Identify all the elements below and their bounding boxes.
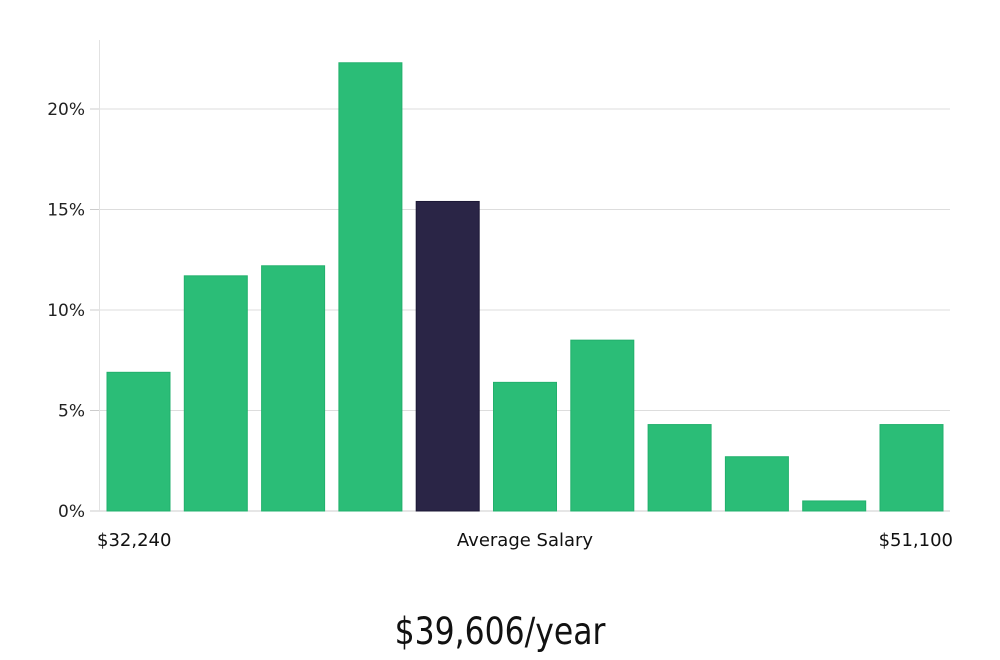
salary-histogram: 0% 5% 10% 15% 20%	[47, 40, 950, 522]
x-axis-label: Average Salary	[456, 530, 594, 551]
y-tick-label: 5%	[58, 402, 85, 422]
average-salary-value: $39,606/year	[394, 610, 606, 653]
y-tick-label: 20%	[47, 100, 85, 120]
bar	[183, 275, 248, 512]
x-min-label: $32,240	[97, 530, 172, 551]
bar	[647, 424, 712, 512]
bar	[724, 456, 789, 512]
bar	[261, 265, 326, 512]
bar-average	[415, 200, 480, 512]
y-tick-label: 0%	[58, 502, 85, 522]
x-max-label: $51,100	[878, 530, 953, 551]
bar	[879, 424, 944, 512]
bar	[338, 62, 403, 512]
bar	[570, 339, 635, 512]
bar	[493, 381, 557, 512]
bar	[802, 500, 867, 512]
y-tick-label: 15%	[47, 201, 85, 221]
y-tick-label: 10%	[47, 301, 85, 321]
bar	[106, 371, 171, 512]
